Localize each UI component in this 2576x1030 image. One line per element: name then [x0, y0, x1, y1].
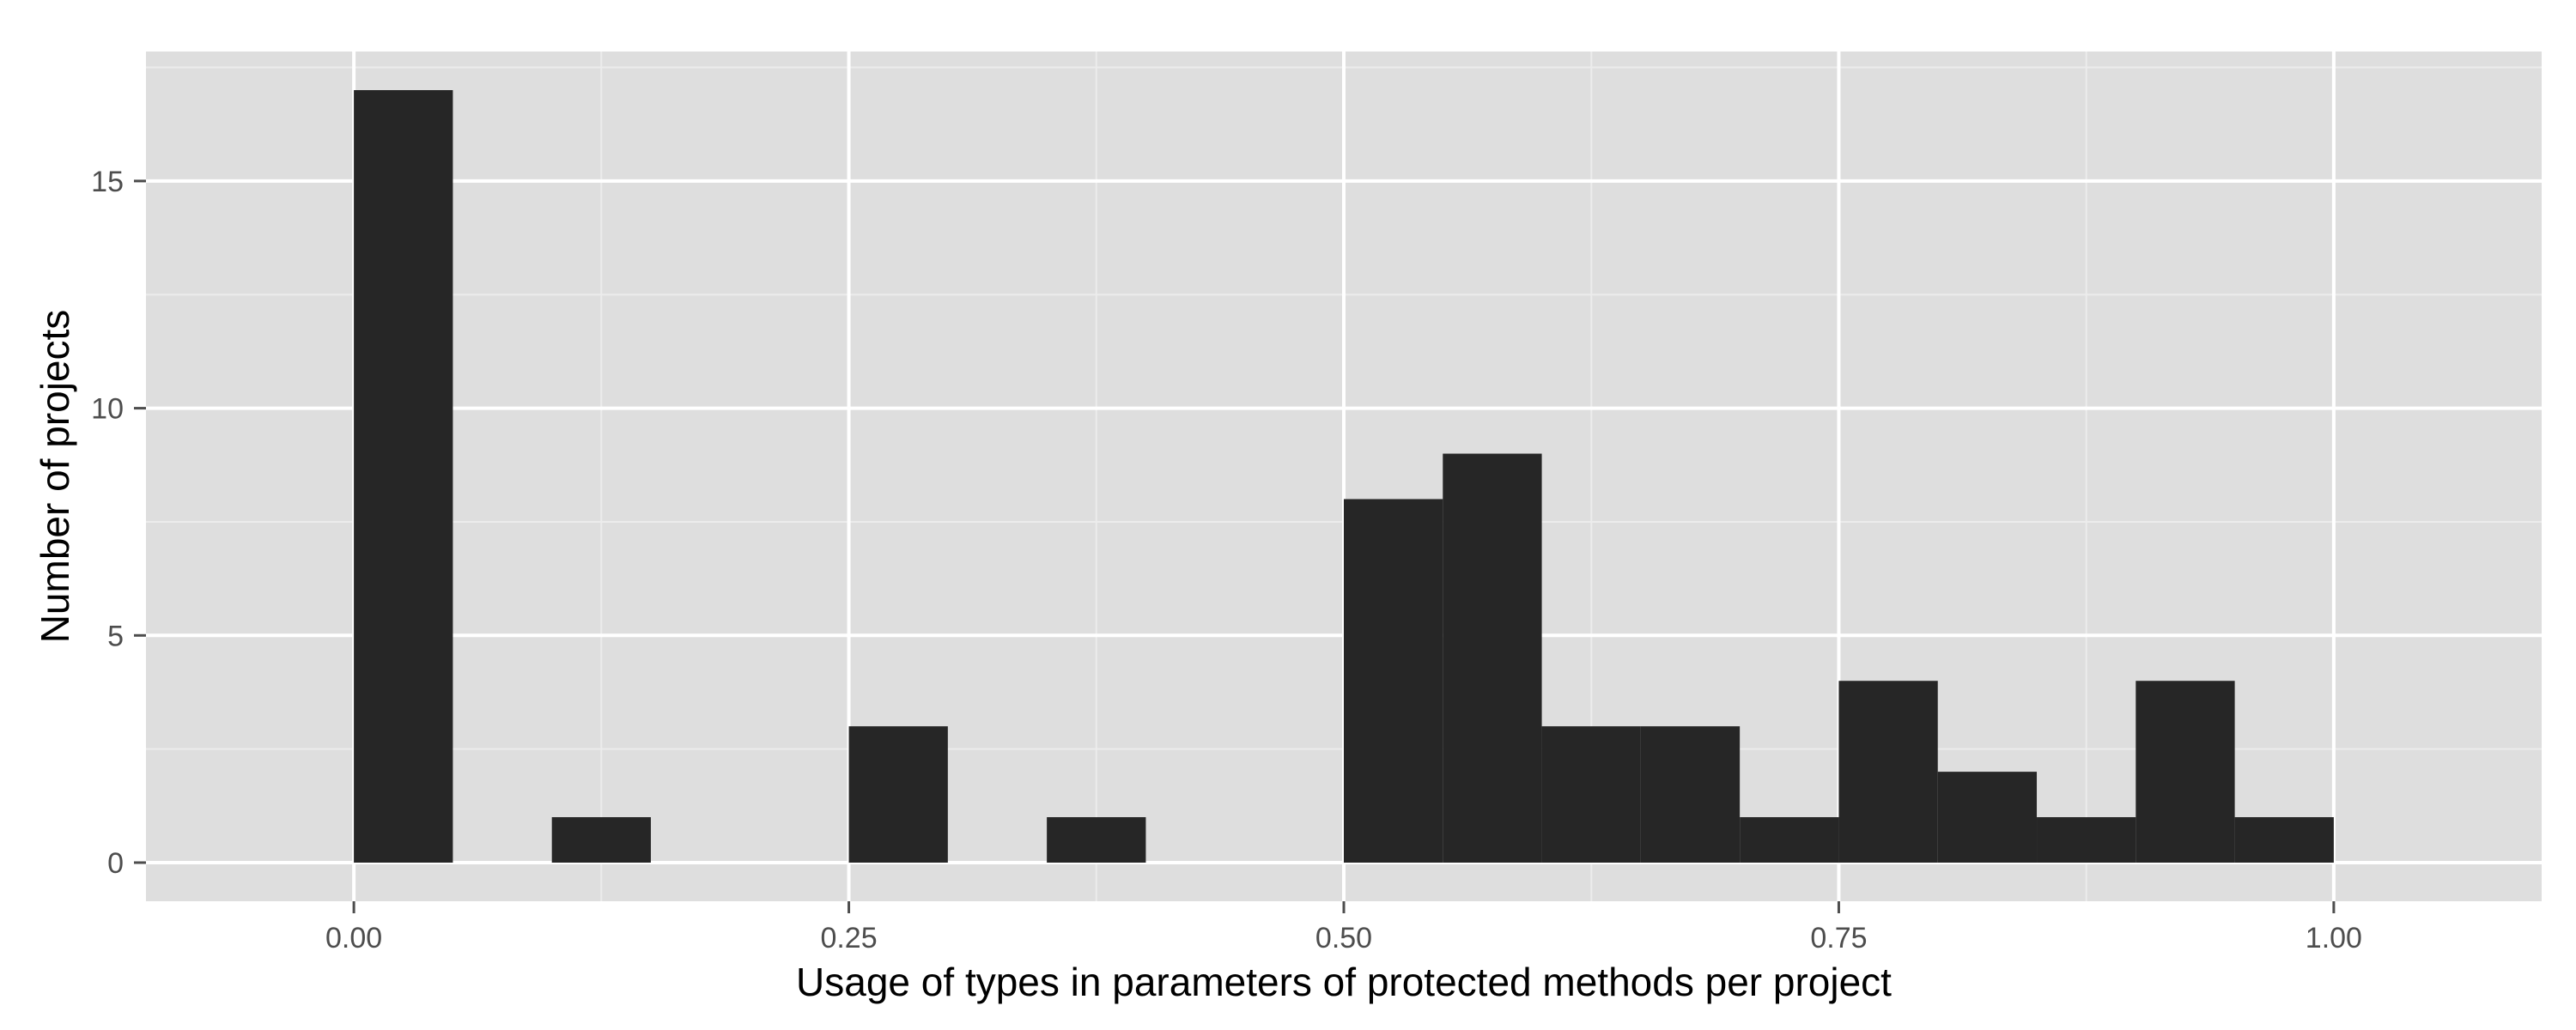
y-tick-label: 10	[91, 393, 124, 426]
y-axis-ticks: 0 5 10 15	[91, 166, 146, 880]
histogram-bar	[1937, 772, 2038, 863]
x-tick-label: 0.75	[1810, 922, 1867, 954]
y-tick-label: 5	[107, 620, 124, 652]
histogram-bar	[1838, 681, 1938, 863]
x-tick-label: 1.00	[2306, 922, 2362, 954]
histogram-bar	[354, 90, 453, 863]
histogram-bar	[1740, 817, 1839, 863]
y-tick-label: 0	[107, 847, 124, 880]
histogram-bar	[1047, 817, 1146, 863]
x-tick-label: 0.00	[325, 922, 382, 954]
histogram-bar	[551, 817, 651, 863]
histogram-bar	[1640, 726, 1741, 863]
y-axis-title: Number of projects	[33, 310, 77, 644]
histogram-bar	[1541, 726, 1641, 863]
histogram-bar	[1443, 453, 1542, 863]
x-axis-ticks: 0.00 0.25 0.50 0.75 1.00	[325, 901, 2362, 954]
histogram-bars	[354, 90, 2334, 863]
histogram-bar	[2037, 817, 2136, 863]
histogram-bar	[2136, 681, 2235, 863]
y-tick-label: 15	[91, 166, 124, 198]
histogram-bar	[1344, 499, 1443, 863]
histogram-bar	[848, 726, 948, 863]
histogram-bar	[2234, 817, 2334, 863]
x-axis-title: Usage of types in parameters of protecte…	[796, 960, 1892, 1004]
x-tick-label: 0.25	[820, 922, 877, 954]
x-tick-label: 0.50	[1315, 922, 1372, 954]
